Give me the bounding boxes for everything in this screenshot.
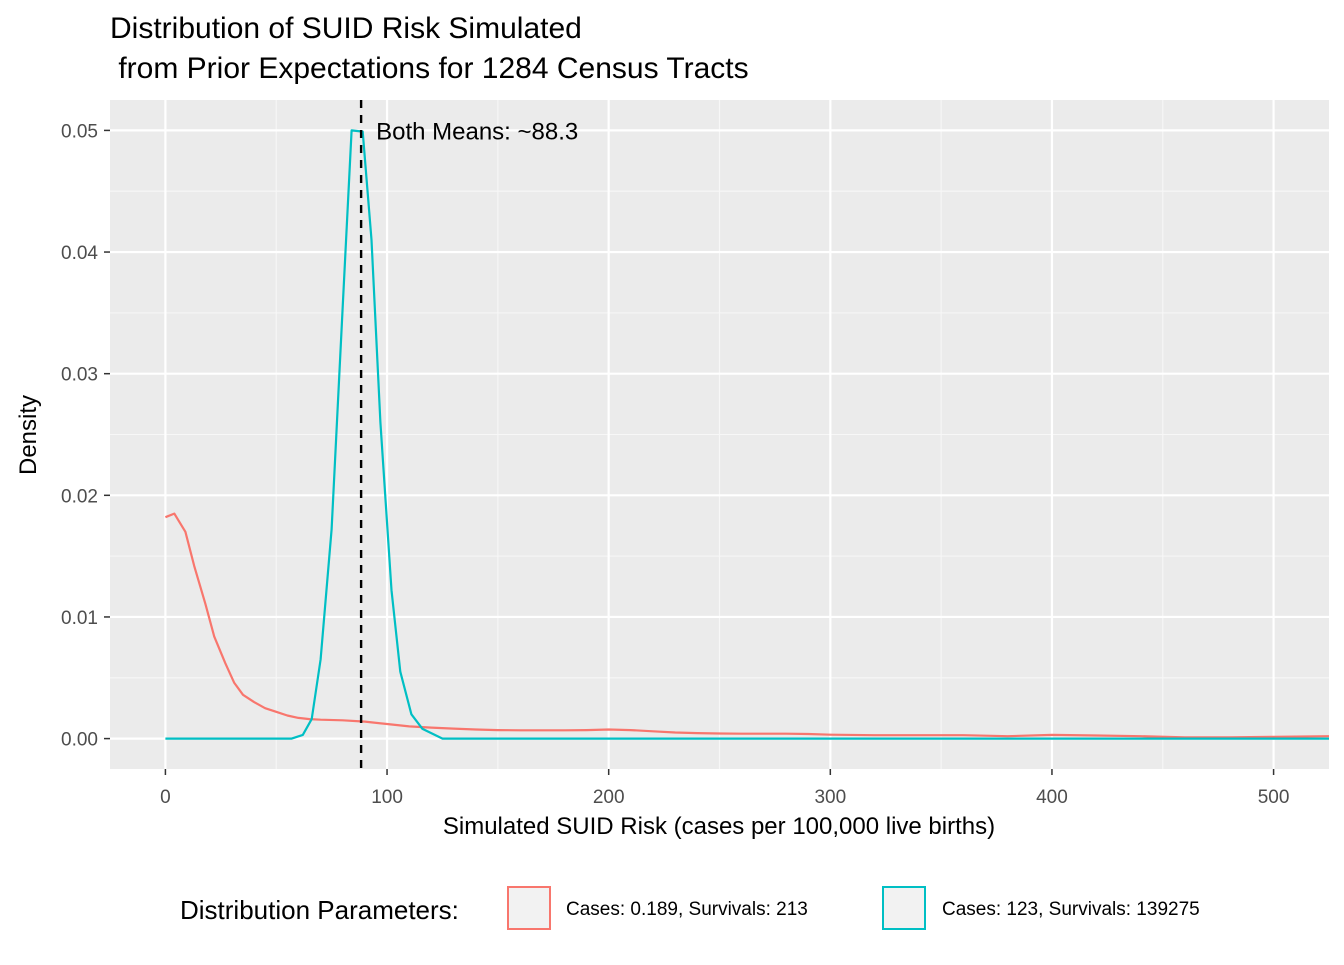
x-tick-label: 0 bbox=[160, 787, 171, 808]
series-line-1 bbox=[164, 512, 1330, 739]
chart-title-line-1: Distribution of SUID Risk Simulated bbox=[110, 12, 582, 45]
legend-title: Distribution Parameters: bbox=[180, 895, 459, 925]
y-tick-label: 0.00 bbox=[61, 730, 98, 751]
x-tick-label: 300 bbox=[814, 787, 846, 808]
y-tick-label: 0.01 bbox=[61, 608, 98, 629]
legend: Distribution Parameters: Cases: 0.189, S… bbox=[180, 886, 1200, 930]
grid bbox=[110, 100, 1329, 769]
x-tick-label: 400 bbox=[1036, 787, 1068, 808]
legend-label-2: Cases: 123, Survivals: 139275 bbox=[942, 899, 1200, 920]
series-line-2 bbox=[165, 129, 1329, 740]
x-tick-label: 200 bbox=[593, 787, 625, 808]
x-tick-label: 500 bbox=[1258, 787, 1290, 808]
legend-key-1 bbox=[507, 886, 551, 930]
x-axis-title: Simulated SUID Risk (cases per 100,000 l… bbox=[443, 813, 995, 840]
legend-key-2 bbox=[882, 886, 926, 930]
y-tick-label: 0.04 bbox=[61, 243, 98, 264]
y-tick-label: 0.03 bbox=[61, 365, 98, 386]
mean-annotation-label: Both Means: ~88.3 bbox=[376, 118, 578, 145]
axis-ticks: 0 100 200 300 400 500 0.00 0.01 0.02 0.03 0.04 0.05 bbox=[61, 121, 1289, 808]
mean-annotation: Both Means: ~88.3 bbox=[359, 100, 578, 769]
chart-title-line-2: from Prior Expectations for 1284 Census … bbox=[110, 52, 749, 85]
y-tick-label: 0.05 bbox=[61, 121, 98, 142]
y-axis-title: Density bbox=[15, 395, 42, 475]
legend-label-1: Cases: 0.189, Survivals: 213 bbox=[566, 899, 808, 920]
y-tick-label: 0.02 bbox=[61, 486, 98, 507]
series-layer bbox=[164, 129, 1330, 740]
x-tick-label: 100 bbox=[371, 787, 403, 808]
